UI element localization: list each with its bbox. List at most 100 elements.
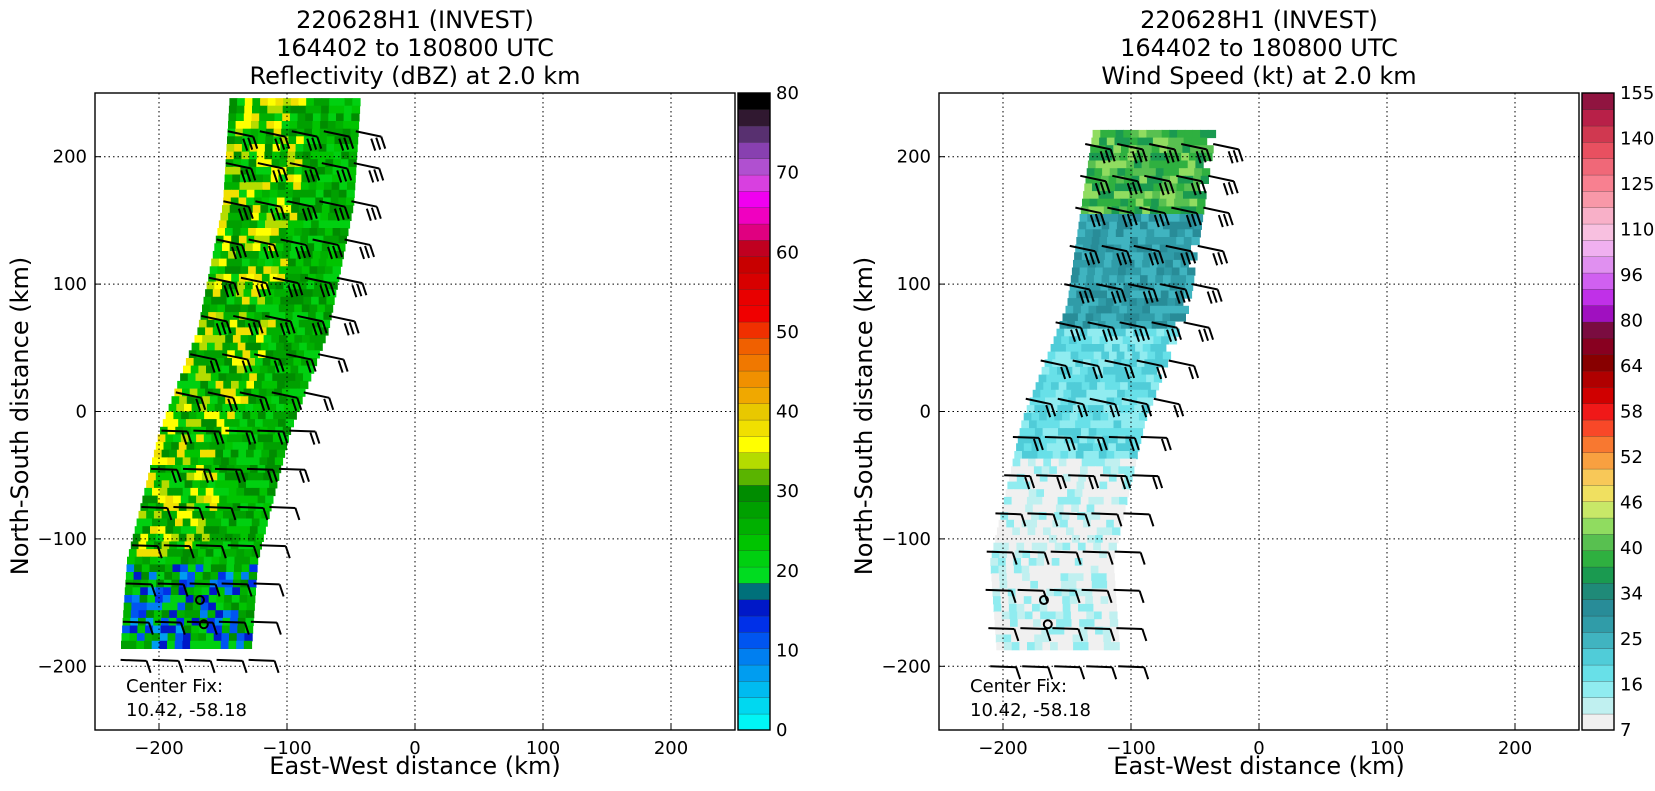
swath-cell [1191, 137, 1200, 146]
swath-cell [1141, 214, 1150, 223]
swath-cell [315, 312, 324, 321]
swath-cell [258, 121, 267, 130]
swath-cell [1075, 397, 1084, 406]
swath-cell [159, 518, 168, 527]
swath-cell [159, 549, 168, 558]
wind-barb-flag [1173, 149, 1180, 162]
swath-cell [1053, 588, 1063, 597]
swath-cell [1192, 229, 1201, 238]
swath-cell [1086, 275, 1095, 284]
swath-cell [1057, 366, 1066, 376]
wind-barb-shaft [201, 314, 227, 323]
wind-barb-flag [1158, 182, 1165, 196]
colorbar-swatch [1581, 272, 1615, 290]
swath-cell [269, 449, 278, 458]
swath-cell [1200, 175, 1209, 184]
swath-cell [1114, 137, 1123, 146]
wind-barb-flag [235, 470, 241, 484]
wind-barb-flag [250, 168, 257, 181]
swath-cell [1158, 344, 1167, 353]
wind-barb-flag [1107, 328, 1114, 342]
swath-cell [300, 197, 309, 206]
wind-barb-shaft [351, 200, 378, 208]
swath-cell [1100, 129, 1109, 139]
swath-cell [304, 327, 314, 336]
colorbar-swatch [737, 533, 771, 551]
wind-barb-flag [277, 169, 284, 182]
swath-cell [1113, 489, 1122, 498]
swath-cell [1135, 344, 1144, 353]
swath-cell [280, 350, 290, 359]
swath-cell [332, 266, 341, 275]
swath-cell [1017, 504, 1026, 513]
swath-cell [1130, 237, 1139, 246]
swath-cell [1047, 351, 1056, 360]
wind-barb-shaft [1027, 512, 1054, 516]
swath-cell [1110, 435, 1119, 444]
wind-barb-flag [272, 170, 279, 183]
swath-cell [273, 350, 282, 359]
wind-barb-shaft [272, 276, 299, 285]
swath-cell [1117, 389, 1126, 398]
wind-barb-flag [209, 660, 216, 674]
swath-cell [289, 251, 298, 260]
wind-barb-flag [1077, 404, 1084, 418]
wind-barb-flag [1102, 329, 1109, 343]
swath-cell [1015, 481, 1024, 490]
swath-cell [273, 411, 282, 420]
swath-cell [1092, 588, 1101, 597]
wind-barb [297, 314, 328, 336]
swath-cell [1116, 221, 1126, 230]
swath-cell [279, 159, 288, 168]
swath-cell [326, 136, 336, 145]
swath-cell [998, 565, 1007, 574]
wind-barb-flag [1217, 251, 1224, 265]
swath-cell [1112, 382, 1121, 391]
swath-cell [183, 365, 192, 374]
swath-cell [268, 281, 277, 290]
wind-barb [240, 276, 272, 298]
swath-cell [1174, 198, 1183, 207]
swath-cell [298, 243, 308, 252]
swath-cell [246, 602, 255, 611]
swath-cell [998, 558, 1007, 567]
swath-cell [1047, 603, 1056, 613]
panel2-title-line2: 164402 to 180800 UTC [1120, 34, 1398, 62]
wind-barb-flag [361, 282, 368, 296]
wind-barb-flag [289, 321, 296, 334]
colorbar-tick-label: 64 [1620, 356, 1643, 377]
swath-cell [1095, 466, 1104, 475]
swath-cell [1080, 305, 1090, 314]
swath-cell [1108, 313, 1117, 322]
wind-barb-flag [1106, 590, 1113, 604]
wind-barb-flag [1138, 590, 1145, 604]
swath-cell [255, 304, 265, 313]
wind-barb-flag [1227, 212, 1234, 226]
wind-barb [1022, 665, 1054, 680]
swath-cell [1062, 412, 1071, 421]
swath-cell [1125, 328, 1134, 337]
wind-barb-flag [1141, 628, 1148, 642]
swath-cell [261, 235, 271, 244]
swath-cell [319, 128, 328, 137]
swath-cell [1071, 535, 1081, 544]
swath-cell [1083, 573, 1092, 582]
swath-cell [1158, 198, 1168, 207]
swath-cell [213, 487, 222, 497]
swath-cell [302, 151, 312, 160]
wind-barb-flag [1116, 514, 1123, 527]
swath-cell [138, 610, 147, 619]
swath-cell [214, 281, 223, 290]
swath-cell [1012, 527, 1021, 536]
swath-cell [321, 243, 331, 252]
swath-cell [1002, 504, 1011, 513]
swath-cell [249, 526, 259, 535]
swath-cell [239, 595, 248, 604]
swath-cell [173, 434, 182, 443]
swath-cell [1055, 389, 1064, 398]
wind-barb [227, 544, 259, 559]
swath-cell [1069, 412, 1079, 421]
swath-cell [213, 457, 222, 466]
wind-barb-flag [1120, 289, 1127, 302]
swath-cell [222, 319, 231, 328]
